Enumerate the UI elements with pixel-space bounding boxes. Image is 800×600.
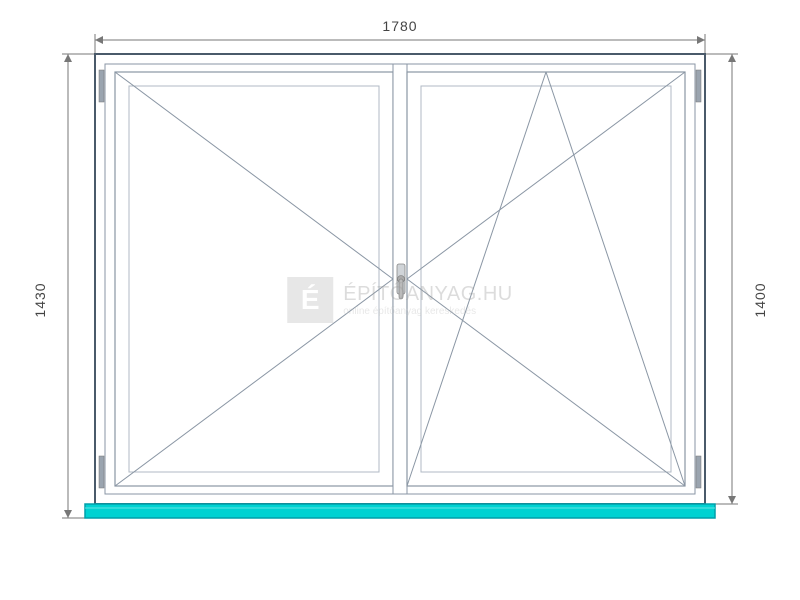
dim-line-left — [62, 54, 95, 518]
dim-right-label: 1400 — [752, 282, 768, 317]
window-drawing — [0, 0, 800, 600]
sash-left-glass — [129, 86, 379, 472]
hinge-bl — [99, 456, 104, 488]
hinge-br — [696, 456, 701, 488]
sash-right-glass — [421, 86, 671, 472]
dim-line-right — [705, 54, 738, 504]
hinge-tl — [99, 70, 104, 102]
dim-line-top — [95, 34, 705, 54]
window-sill — [85, 504, 715, 518]
handle — [397, 264, 405, 299]
dim-top-label: 1780 — [382, 18, 417, 34]
dim-left-label: 1430 — [32, 282, 48, 317]
hinge-tr — [696, 70, 701, 102]
